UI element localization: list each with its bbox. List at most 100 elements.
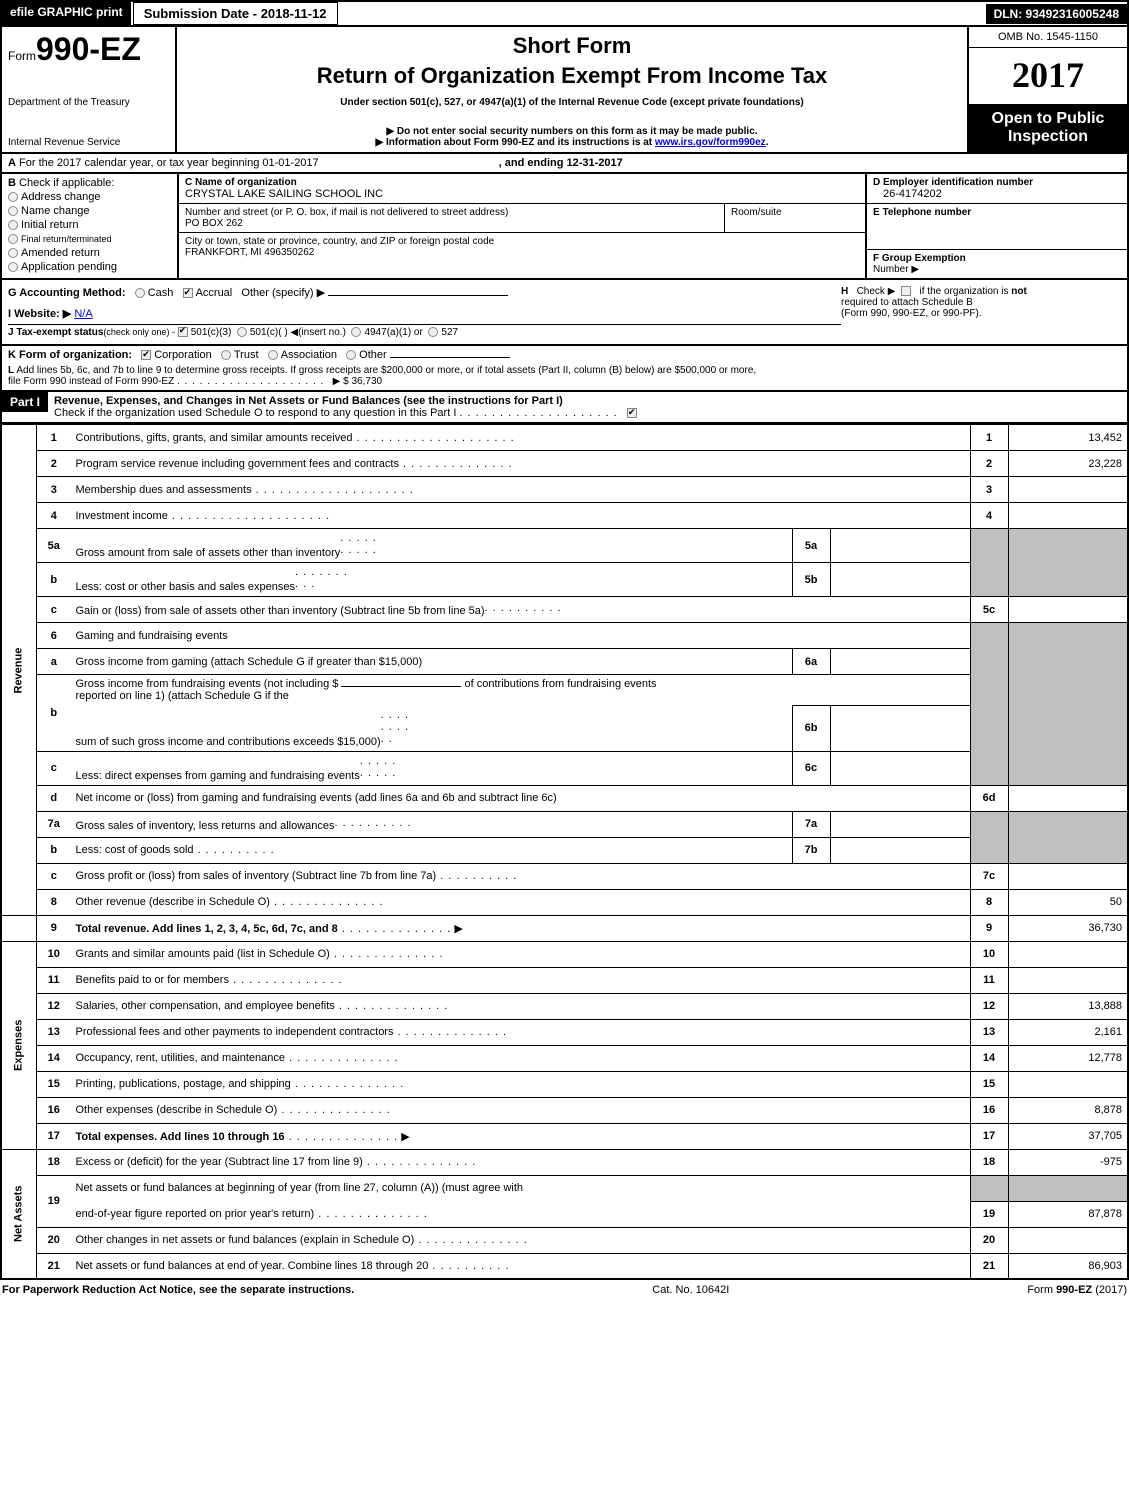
ln5b-num: b bbox=[37, 563, 71, 597]
k-line: K Form of organization: Corporation Trus… bbox=[8, 349, 1121, 361]
k-trust-radio[interactable] bbox=[221, 350, 231, 360]
ln5a-num: 5a bbox=[37, 529, 71, 563]
j-501c3-check[interactable] bbox=[178, 327, 188, 337]
ln7b-num: b bbox=[37, 837, 71, 863]
addr-change-radio[interactable] bbox=[8, 192, 18, 202]
footer-form: Form 990-EZ (2017) bbox=[1027, 1284, 1127, 1296]
short-form-title: Short Form bbox=[181, 33, 963, 59]
street-value: PO BOX 262 bbox=[185, 218, 718, 229]
ln7a-num: 7a bbox=[37, 811, 71, 837]
j-527-radio[interactable] bbox=[428, 327, 438, 337]
ln13-desc: Professional fees and other payments to … bbox=[76, 1026, 394, 1038]
financial-table: Revenue 1 Contributions, gifts, grants, … bbox=[0, 424, 1129, 1280]
info-link-line: ▶ Information about Form 990-EZ and its … bbox=[181, 137, 963, 148]
ln3-dots bbox=[252, 484, 414, 496]
part1-check[interactable] bbox=[627, 408, 637, 418]
j-line: J Tax-exempt status(check only one) - 50… bbox=[8, 324, 841, 338]
ln15-desc: Printing, publications, postage, and shi… bbox=[76, 1078, 291, 1090]
ln15-numcol: 15 bbox=[970, 1071, 1008, 1097]
ln6a-sub: 6a bbox=[792, 649, 830, 675]
ln13-num: 13 bbox=[37, 1019, 71, 1045]
ln7a-dots bbox=[335, 817, 415, 829]
ln5-grey bbox=[970, 529, 1008, 597]
f-label2: Number ▶ bbox=[873, 264, 1121, 275]
rev-side-end bbox=[1, 915, 37, 941]
i-label: I Website: ▶ bbox=[8, 308, 71, 320]
amended-return-radio[interactable] bbox=[8, 248, 18, 258]
j-527: 527 bbox=[441, 327, 458, 338]
website-link[interactable]: N/A bbox=[74, 308, 92, 320]
do-not-enter-ssn: ▶ Do not enter social security numbers o… bbox=[181, 126, 963, 137]
ln14-num: 14 bbox=[37, 1045, 71, 1071]
other-specify-line[interactable] bbox=[328, 295, 508, 296]
app-pending-radio[interactable] bbox=[8, 262, 18, 272]
section-kl: K Form of organization: Corporation Trus… bbox=[0, 346, 1129, 392]
irs-link[interactable]: www.irs.gov/form990ez bbox=[655, 137, 766, 148]
street-label: Number and street (or P. O. box, if mail… bbox=[185, 207, 718, 218]
line-1: Revenue 1 Contributions, gifts, grants, … bbox=[1, 425, 1128, 451]
j-4947-radio[interactable] bbox=[351, 327, 361, 337]
ln12-numcol: 12 bbox=[970, 993, 1008, 1019]
ln18-desc: Excess or (deficit) for the year (Subtra… bbox=[76, 1156, 363, 1168]
k-other-line[interactable] bbox=[390, 357, 510, 358]
ln6d-val bbox=[1008, 785, 1128, 811]
ln7-greyval bbox=[1008, 811, 1128, 863]
ln12-val: 13,888 bbox=[1008, 993, 1128, 1019]
line-21: 21 Net assets or fund balances at end of… bbox=[1, 1253, 1128, 1279]
a-text2: , and ending 12-31-2017 bbox=[499, 157, 623, 169]
name-change-radio[interactable] bbox=[8, 206, 18, 216]
ln5a-subval bbox=[830, 529, 970, 563]
ln6b-blank[interactable] bbox=[341, 686, 461, 687]
ln18-numcol: 18 bbox=[970, 1149, 1008, 1175]
k-other-radio[interactable] bbox=[346, 350, 356, 360]
label-a: A bbox=[8, 157, 16, 169]
l-label: L bbox=[8, 365, 14, 376]
ln5a-dots bbox=[340, 532, 380, 556]
room-box: Room/suite bbox=[725, 204, 865, 232]
k-assoc-radio[interactable] bbox=[268, 350, 278, 360]
ln17-numcol: 17 bbox=[970, 1123, 1008, 1149]
initial-return-radio[interactable] bbox=[8, 220, 18, 230]
ln21-numcol: 21 bbox=[970, 1253, 1008, 1279]
l-dots bbox=[177, 376, 324, 387]
ln6a-num: a bbox=[37, 649, 71, 675]
line-19b: end-of-year figure reported on prior yea… bbox=[1, 1201, 1128, 1227]
ln20-num: 20 bbox=[37, 1227, 71, 1253]
line-17: 17 Total expenses. Add lines 10 through … bbox=[1, 1123, 1128, 1149]
line-7b: b Less: cost of goods sold 7b bbox=[1, 837, 1128, 863]
ln10-dots bbox=[330, 948, 444, 960]
ln11-dots bbox=[229, 974, 343, 986]
h-text4: (Form 990, 990-EZ, or 990-PF). bbox=[841, 308, 1121, 319]
ln1-val: 13,452 bbox=[1008, 425, 1128, 451]
ln6d-numcol: 6d bbox=[970, 785, 1008, 811]
ln6d-desc: Net income or (loss) from gaming and fun… bbox=[76, 792, 557, 804]
efile-print-button[interactable]: efile GRAPHIC print bbox=[2, 2, 131, 25]
ln5b-desc: Less: cost or other basis and sales expe… bbox=[76, 581, 296, 593]
label-b: B bbox=[8, 177, 16, 189]
accrual-checkbox[interactable] bbox=[183, 288, 193, 298]
line-20: 20 Other changes in net assets or fund b… bbox=[1, 1227, 1128, 1253]
form-number: 990-EZ bbox=[36, 31, 141, 67]
room-label: Room/suite bbox=[731, 207, 859, 218]
f-label: F Group Exemption bbox=[873, 253, 966, 264]
ln7-grey bbox=[970, 811, 1008, 863]
ln2-val: 23,228 bbox=[1008, 451, 1128, 477]
ln3-numcol: 3 bbox=[970, 477, 1008, 503]
j-label: J Tax-exempt status bbox=[8, 327, 103, 338]
h-checkbox[interactable] bbox=[901, 286, 911, 296]
ln13-numcol: 13 bbox=[970, 1019, 1008, 1045]
cash-radio[interactable] bbox=[135, 288, 145, 298]
ln6b-desc1: Gross income from fundraising events (no… bbox=[76, 678, 339, 690]
ln7a-sub: 7a bbox=[792, 811, 830, 837]
page-footer: For Paperwork Reduction Act Notice, see … bbox=[0, 1280, 1129, 1300]
k-label: K Form of organization: bbox=[8, 349, 132, 361]
k-corp-check[interactable] bbox=[141, 350, 151, 360]
line-13: 13 Professional fees and other payments … bbox=[1, 1019, 1128, 1045]
g-label: G Accounting Method: bbox=[8, 287, 126, 299]
final-return-radio[interactable] bbox=[8, 234, 18, 244]
submission-date-button[interactable]: Submission Date - 2018-11-12 bbox=[133, 2, 338, 25]
l-amount: ▶ $ 36,730 bbox=[333, 376, 382, 387]
ln19-dots bbox=[314, 1208, 428, 1220]
d-label: D Employer identification number bbox=[873, 177, 1033, 188]
j-501c-radio[interactable] bbox=[237, 327, 247, 337]
